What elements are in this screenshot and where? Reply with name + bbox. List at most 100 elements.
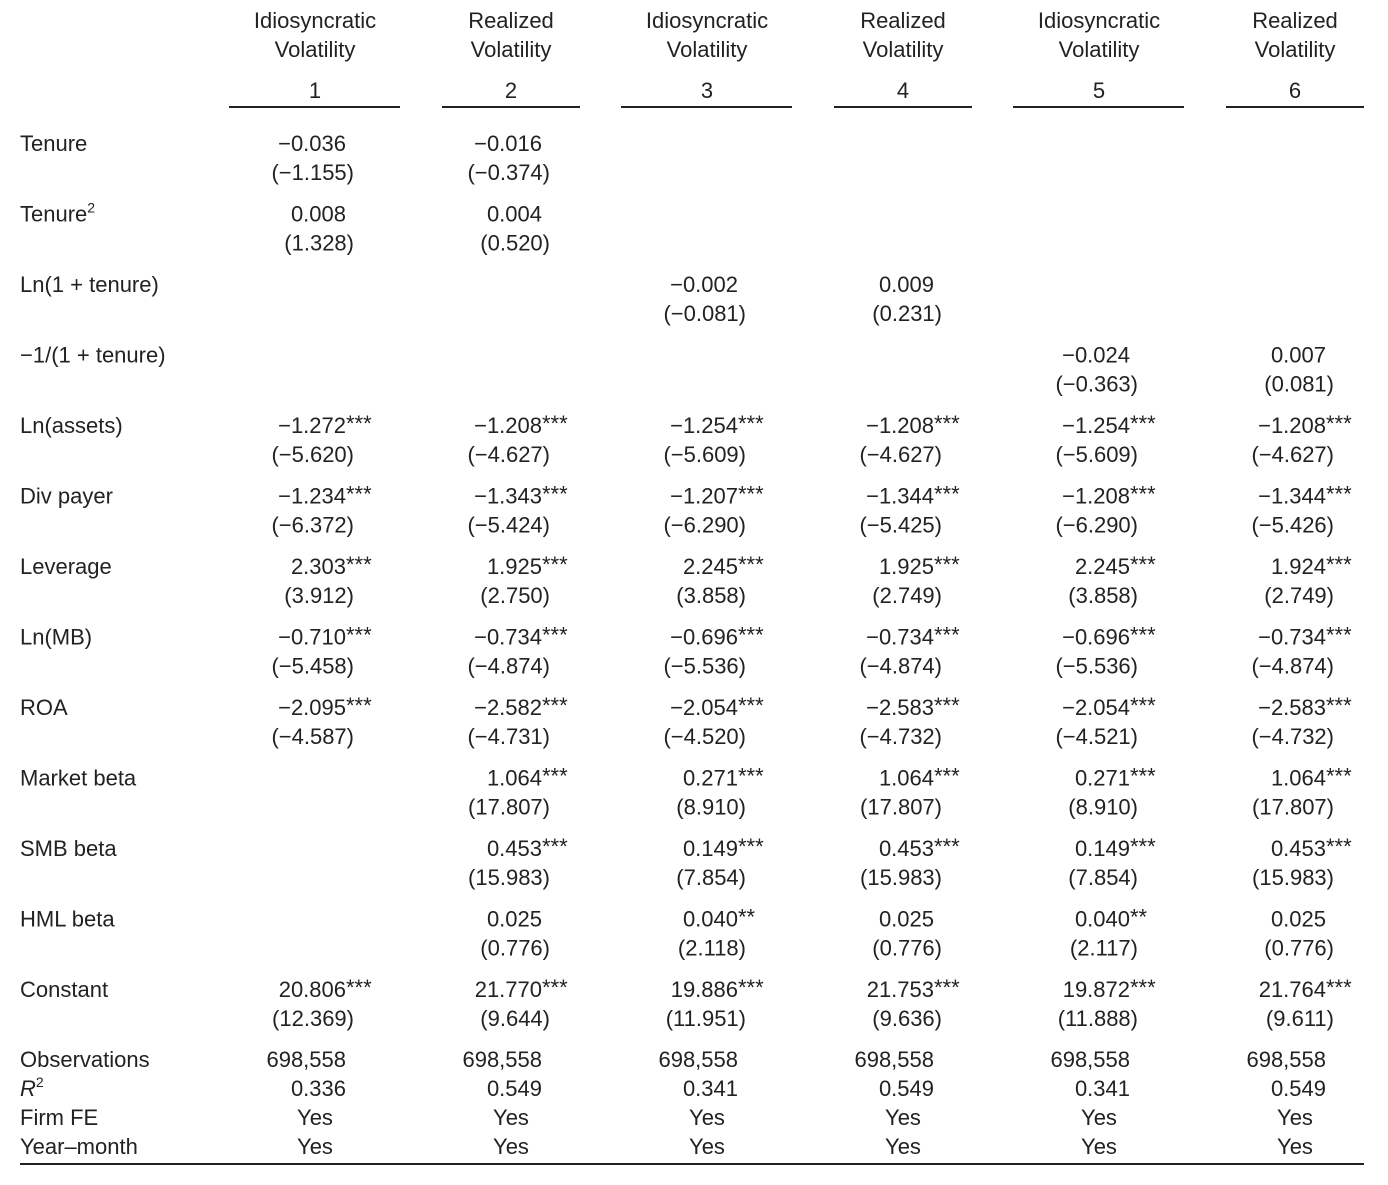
coefficient: 0.025: [1271, 907, 1326, 932]
row-label-text: Div payer: [20, 484, 113, 509]
significance-stars: ***: [1326, 764, 1352, 789]
coefficient: −1.208: [866, 413, 934, 438]
column-number: 5: [1093, 78, 1105, 103]
t-statistic: (7.854): [676, 865, 746, 890]
coefficient: −0.734: [474, 625, 542, 650]
t-statistic: (−5.458): [271, 654, 354, 679]
t-statistic: (−0.081): [663, 301, 746, 326]
stat-value: Yes: [297, 1105, 333, 1130]
coefficient: −1.208: [1258, 413, 1326, 438]
row-label-superscript: 2: [87, 200, 95, 216]
t-statistic: (2.749): [872, 583, 942, 608]
column-number: 4: [897, 78, 909, 103]
t-statistic: (0.776): [480, 936, 550, 961]
t-statistic: (2.749): [1264, 583, 1334, 608]
t-statistic: (2.750): [480, 583, 550, 608]
coefficient: 0.149: [683, 836, 738, 861]
t-statistic: (−4.732): [1251, 724, 1334, 749]
coefficient: −0.016: [474, 131, 542, 156]
significance-stars: ***: [1326, 834, 1352, 859]
t-statistic: (17.807): [860, 795, 942, 820]
coefficient: 0.025: [879, 907, 934, 932]
stat-value: Yes: [1277, 1134, 1313, 1159]
stat-value: 698,558: [854, 1047, 934, 1072]
column-header: Idiosyncratic: [254, 8, 376, 33]
t-statistic: (3.912): [284, 583, 354, 608]
stat-value: Yes: [493, 1105, 529, 1130]
row-label: Firm FE: [20, 1105, 98, 1130]
coefficient: −1.208: [1062, 484, 1130, 509]
significance-stars: ***: [1130, 764, 1156, 789]
stat-value: 698,558: [1246, 1047, 1326, 1072]
column-header: Realized: [860, 8, 946, 33]
row-label-text: SMB beta: [20, 836, 117, 861]
coefficient: 0.453: [487, 836, 542, 861]
significance-stars: ***: [542, 764, 568, 789]
t-statistic: (11.888): [1058, 1006, 1138, 1031]
t-statistic: (17.807): [1252, 795, 1334, 820]
stat-value: 0.341: [1075, 1076, 1130, 1101]
stat-value: 0.341: [683, 1076, 738, 1101]
coefficient: −2.054: [1062, 695, 1130, 720]
coefficient: 1.064: [879, 766, 934, 791]
stat-value: 0.336: [291, 1076, 346, 1101]
t-statistic: (−4.627): [1251, 442, 1334, 467]
t-statistic: (−6.290): [1055, 513, 1138, 538]
significance-stars: ***: [934, 552, 960, 577]
coefficient: −0.734: [1258, 625, 1326, 650]
t-statistic: (−0.374): [467, 160, 550, 185]
coefficient: −2.582: [474, 695, 542, 720]
significance-stars: ***: [934, 482, 960, 507]
coefficient: −1.344: [1258, 484, 1326, 509]
significance-stars: ***: [1326, 482, 1352, 507]
t-statistic: (−1.155): [271, 160, 354, 185]
t-statistic: (0.081): [1264, 372, 1334, 397]
t-statistic: (7.854): [1068, 865, 1138, 890]
row-label: Tenure2: [20, 200, 95, 227]
stat-value: Yes: [885, 1134, 921, 1159]
coefficient: 19.886: [671, 977, 738, 1002]
t-statistic: (9.611): [1266, 1006, 1334, 1031]
row-label: Market beta: [20, 766, 137, 791]
significance-stars: ***: [542, 834, 568, 859]
significance-stars: ***: [542, 482, 568, 507]
significance-stars: ***: [1130, 552, 1156, 577]
coefficient: 1.925: [487, 554, 542, 579]
significance-stars: ***: [934, 693, 960, 718]
t-statistic: (0.231): [872, 301, 942, 326]
coefficient: −2.583: [866, 695, 934, 720]
t-statistic: (15.983): [468, 865, 550, 890]
column-number: 6: [1289, 78, 1301, 103]
row-label-superscript: 2: [36, 1074, 44, 1090]
t-statistic: (−6.290): [663, 513, 746, 538]
row-label: Observations: [20, 1047, 150, 1072]
row-label: Constant: [20, 977, 108, 1002]
stat-value: 698,558: [266, 1047, 346, 1072]
coefficient: −0.696: [670, 625, 738, 650]
column-number: 1: [309, 78, 321, 103]
row-label-text: Year–month: [20, 1134, 138, 1159]
row-label-text: Ln(1 + tenure): [20, 272, 159, 297]
coefficient: 0.271: [683, 766, 738, 791]
coefficient: −1.254: [670, 413, 738, 438]
significance-stars: ***: [738, 975, 764, 1000]
t-statistic: (−5.609): [663, 442, 746, 467]
coefficient: −2.054: [670, 695, 738, 720]
coefficient: −2.095: [278, 695, 346, 720]
row-label-text: Firm FE: [20, 1105, 98, 1130]
t-statistic: (11.951): [666, 1006, 746, 1031]
t-statistic: (3.858): [1068, 583, 1138, 608]
row-label: HML beta: [20, 907, 115, 932]
t-statistic: (1.328): [284, 231, 354, 256]
stat-value: Yes: [689, 1134, 725, 1159]
coefficient: 21.753: [867, 977, 934, 1002]
significance-stars: ***: [738, 693, 764, 718]
t-statistic: (−5.536): [663, 654, 746, 679]
coefficient: −1.208: [474, 413, 542, 438]
coefficient: 21.764: [1259, 977, 1326, 1002]
significance-stars: ***: [542, 975, 568, 1000]
coefficient: 0.040: [683, 907, 738, 932]
t-statistic: (−4.587): [271, 724, 354, 749]
coefficient: 2.303: [291, 554, 346, 579]
